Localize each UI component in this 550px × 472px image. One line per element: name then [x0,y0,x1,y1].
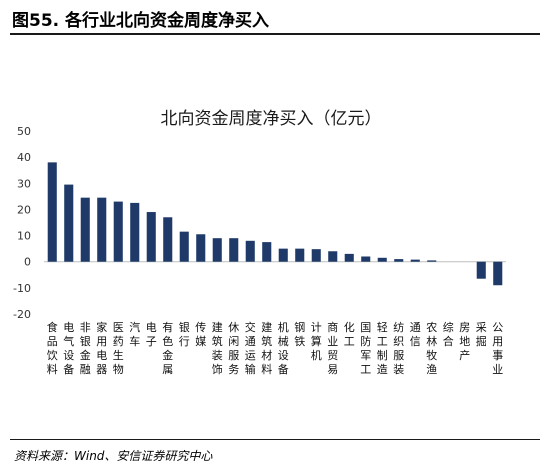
bar [377,257,387,262]
source-note: 资料来源：Wind、安信证券研究中心 [14,449,213,463]
bar [262,242,272,262]
bar [113,201,123,262]
y-tick-label: -20 [13,308,31,321]
x-tick-label: 公用事业 [492,321,503,376]
bar [394,259,404,262]
x-tick-label: 非银金融 [80,321,91,376]
x-tick-label: 有色金属 [162,320,173,376]
bar [278,248,288,262]
x-tick-label: 医药生物 [113,321,124,376]
x-tick-label: 传媒 [195,321,206,348]
bar [361,256,371,262]
y-tick-label: -10 [13,282,31,295]
bar [328,251,338,262]
x-tick-label: 休闲服务 [228,321,239,376]
x-tick-label: 采掘 [476,321,487,348]
bar [493,261,503,286]
title-rule [10,33,540,35]
x-tick-label: 通信 [410,321,421,348]
x-axis-labels: 食品饮料电气设备非银金融家用电器医药生物汽车电子有色金属银行传媒建筑装饰休闲服务… [47,320,504,376]
bar [179,231,189,262]
x-tick-label: 纺织服装 [393,320,404,376]
bar [427,260,437,262]
x-tick-label: 国防军工 [360,321,371,376]
bar [97,197,107,262]
x-tick-label: 计算机 [311,321,322,362]
bar [410,259,420,262]
x-tick-label: 食品饮料 [47,320,58,376]
y-tick-label: 10 [17,230,31,243]
bar-series [47,162,503,286]
bar-chart: 北向资金周度净买入（亿元） -20 -10 0 10 20 30 40 50 食品饮料电气设备… [13,109,506,376]
y-tick-label: 40 [17,151,31,164]
x-tick-label: 钢铁 [294,321,305,348]
bar [196,234,206,262]
x-tick-label: 电气设备 [63,321,74,376]
bar [295,248,305,262]
bar [229,238,239,262]
y-tick-label: 50 [17,125,31,138]
x-tick-label: 建筑材料 [261,320,272,376]
bar [47,162,57,262]
x-tick-label: 家用电器 [96,320,107,376]
y-tick-label: 0 [24,256,31,269]
bar [80,197,90,262]
chart-title: 北向资金周度净买入（亿元） [161,109,382,129]
bar [146,212,156,262]
x-tick-label: 农林牧渔 [426,320,437,376]
bar [64,184,74,262]
y-axis: -20 -10 0 10 20 30 40 50 [13,125,506,321]
x-tick-label: 商业贸易 [327,320,338,376]
x-tick-label: 房地产 [459,321,470,362]
x-tick-label: 汽车 [129,320,140,348]
x-tick-label: 机械设备 [278,320,289,376]
bar [476,261,486,279]
x-tick-label: 综合 [443,320,454,348]
bar [212,238,222,262]
bar [344,253,354,262]
figure-title: 图55. 各行业北向资金周度净买入 [12,11,270,31]
bar [311,249,321,262]
x-tick-label: 银行 [179,320,190,348]
source-rule [10,439,540,440]
x-tick-label: 化工 [344,320,355,348]
x-tick-label: 电子 [146,321,157,348]
bar [245,240,255,262]
y-tick-label: 20 [17,203,31,216]
bar [130,202,140,262]
x-tick-label: 轻工制造 [377,320,388,376]
bar [163,217,173,262]
x-tick-label: 交通运输 [245,320,256,376]
x-tick-label: 建筑装饰 [212,320,223,376]
y-tick-label: 30 [17,177,31,190]
